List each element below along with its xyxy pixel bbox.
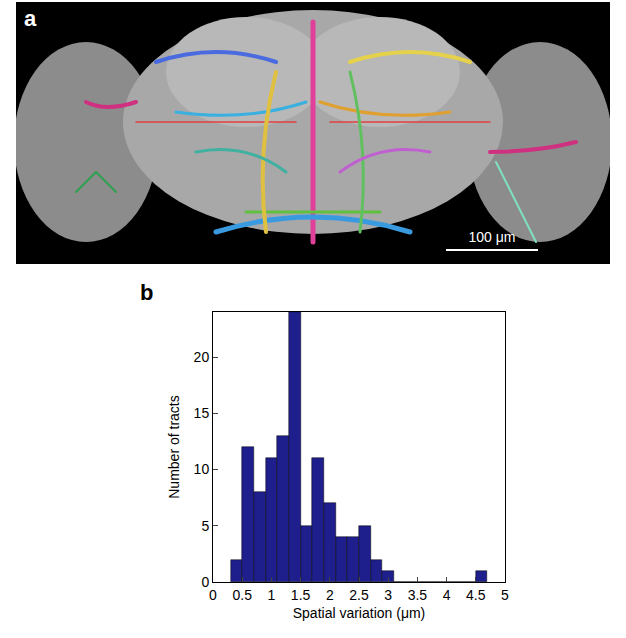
- svg-text:1: 1: [268, 587, 276, 603]
- svg-text:3.5: 3.5: [408, 587, 428, 603]
- svg-text:100 μm: 100 μm: [469, 229, 516, 245]
- svg-text:4.5: 4.5: [466, 587, 486, 603]
- svg-text:3: 3: [384, 587, 392, 603]
- svg-text:0: 0: [209, 587, 217, 603]
- svg-text:20: 20: [194, 349, 210, 365]
- svg-text:15: 15: [194, 405, 210, 421]
- svg-text:5: 5: [501, 587, 509, 603]
- svg-text:2: 2: [326, 587, 334, 603]
- svg-text:4: 4: [443, 587, 451, 603]
- svg-text:0: 0: [201, 574, 209, 590]
- svg-text:a: a: [24, 6, 37, 31]
- svg-text:Number of tracts: Number of tracts: [166, 395, 182, 498]
- svg-text:2.5: 2.5: [349, 587, 369, 603]
- svg-text:0.5: 0.5: [232, 587, 252, 603]
- svg-text:10: 10: [194, 461, 210, 477]
- svg-text:Spatial variation (μm): Spatial variation (μm): [293, 605, 426, 621]
- svg-text:5: 5: [201, 518, 209, 534]
- svg-text:1.5: 1.5: [291, 587, 311, 603]
- svg-text:b: b: [140, 280, 153, 305]
